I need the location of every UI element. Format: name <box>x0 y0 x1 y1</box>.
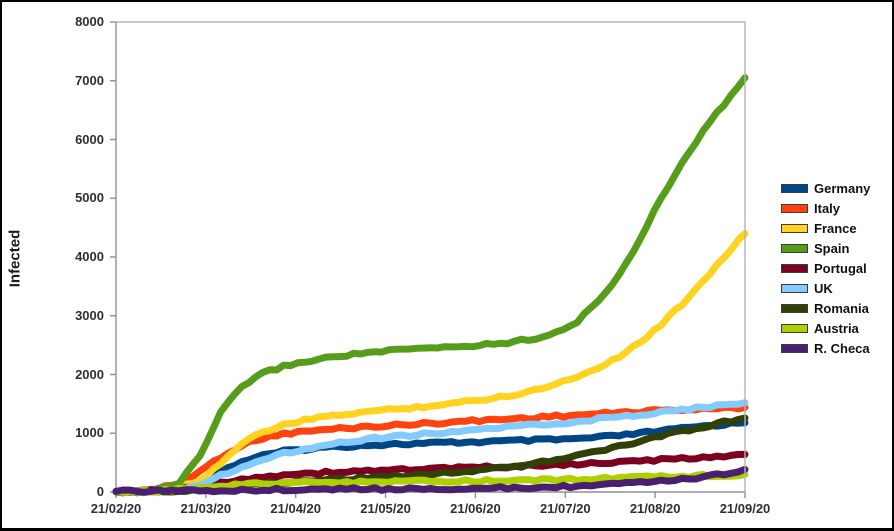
legend-item-portugal: Portugal <box>781 258 870 278</box>
x-axis-tick-label: 21/07/20 <box>539 501 591 516</box>
legend-item-uk: UK <box>781 278 870 298</box>
legend-swatch-italy <box>781 203 808 213</box>
series-line-uk <box>112 399 749 497</box>
legend-item-spain: Spain <box>781 238 870 258</box>
legend-swatch-portugal <box>781 263 808 273</box>
legend-swatch-france <box>781 223 808 233</box>
legend-label: Austria <box>814 320 859 336</box>
series-line-portugal <box>112 450 749 497</box>
legend-item-romania: Romania <box>781 298 870 318</box>
legend: Germany Italy France Spain Portugal UK R… <box>781 178 870 358</box>
legend-label: France <box>814 220 857 236</box>
legend-item-italy: Italy <box>781 198 870 218</box>
legend-label: Romania <box>814 300 869 316</box>
x-axis-tick-label: 21/06/20 <box>450 501 501 516</box>
legend-label: Germany <box>814 180 871 196</box>
legend-swatch-romania <box>781 303 808 313</box>
legend-label: Spain <box>814 240 850 256</box>
legend-swatch-uk <box>781 283 808 293</box>
legend-label: Portugal <box>814 260 867 276</box>
legend-label: R. Checa <box>814 340 870 356</box>
legend-item-r-checa: R. Checa <box>781 338 870 358</box>
plot-frame <box>116 21 746 492</box>
x-axis-tick-label: 21/08/20 <box>629 501 681 516</box>
series-line-austria <box>112 470 749 496</box>
series-line-spain <box>112 74 749 496</box>
y-axis-tick-label: 0 <box>96 484 104 499</box>
legend-item-austria: Austria <box>781 318 870 338</box>
y-axis-tick-label: 3000 <box>75 307 104 323</box>
x-axis-tick-label: 21/04/20 <box>270 501 321 516</box>
legend-swatch-spain <box>781 243 808 253</box>
series-line-france <box>112 230 749 497</box>
legend-label: UK <box>814 280 833 296</box>
y-axis-tick-label: 7000 <box>75 72 104 88</box>
series-line-r-checa <box>112 465 749 496</box>
y-axis-tick-label: 1000 <box>75 425 104 441</box>
legend-swatch-r-checa <box>781 343 808 353</box>
x-axis-tick-label: 21/02/20 <box>90 501 142 516</box>
y-axis-tick-label: 8000 <box>75 14 104 29</box>
legend-swatch-germany <box>781 183 808 193</box>
legend-label: Italy <box>814 200 841 216</box>
legend-item-france: France <box>781 218 870 238</box>
y-axis-tick-label: 4000 <box>75 249 104 264</box>
y-axis-title: Infected <box>6 229 24 288</box>
x-axis-tick-label: 21/09/20 <box>719 501 771 516</box>
y-axis-tick-label: 6000 <box>75 131 104 147</box>
y-axis-tick-label: 5000 <box>75 190 104 206</box>
x-axis-tick-label: 21/05/20 <box>360 501 411 516</box>
legend-swatch-austria <box>781 323 808 333</box>
y-axis-tick-label: 2000 <box>75 366 104 382</box>
x-axis-tick-label: 21/03/20 <box>180 501 232 516</box>
legend-item-germany: Germany <box>781 178 870 198</box>
